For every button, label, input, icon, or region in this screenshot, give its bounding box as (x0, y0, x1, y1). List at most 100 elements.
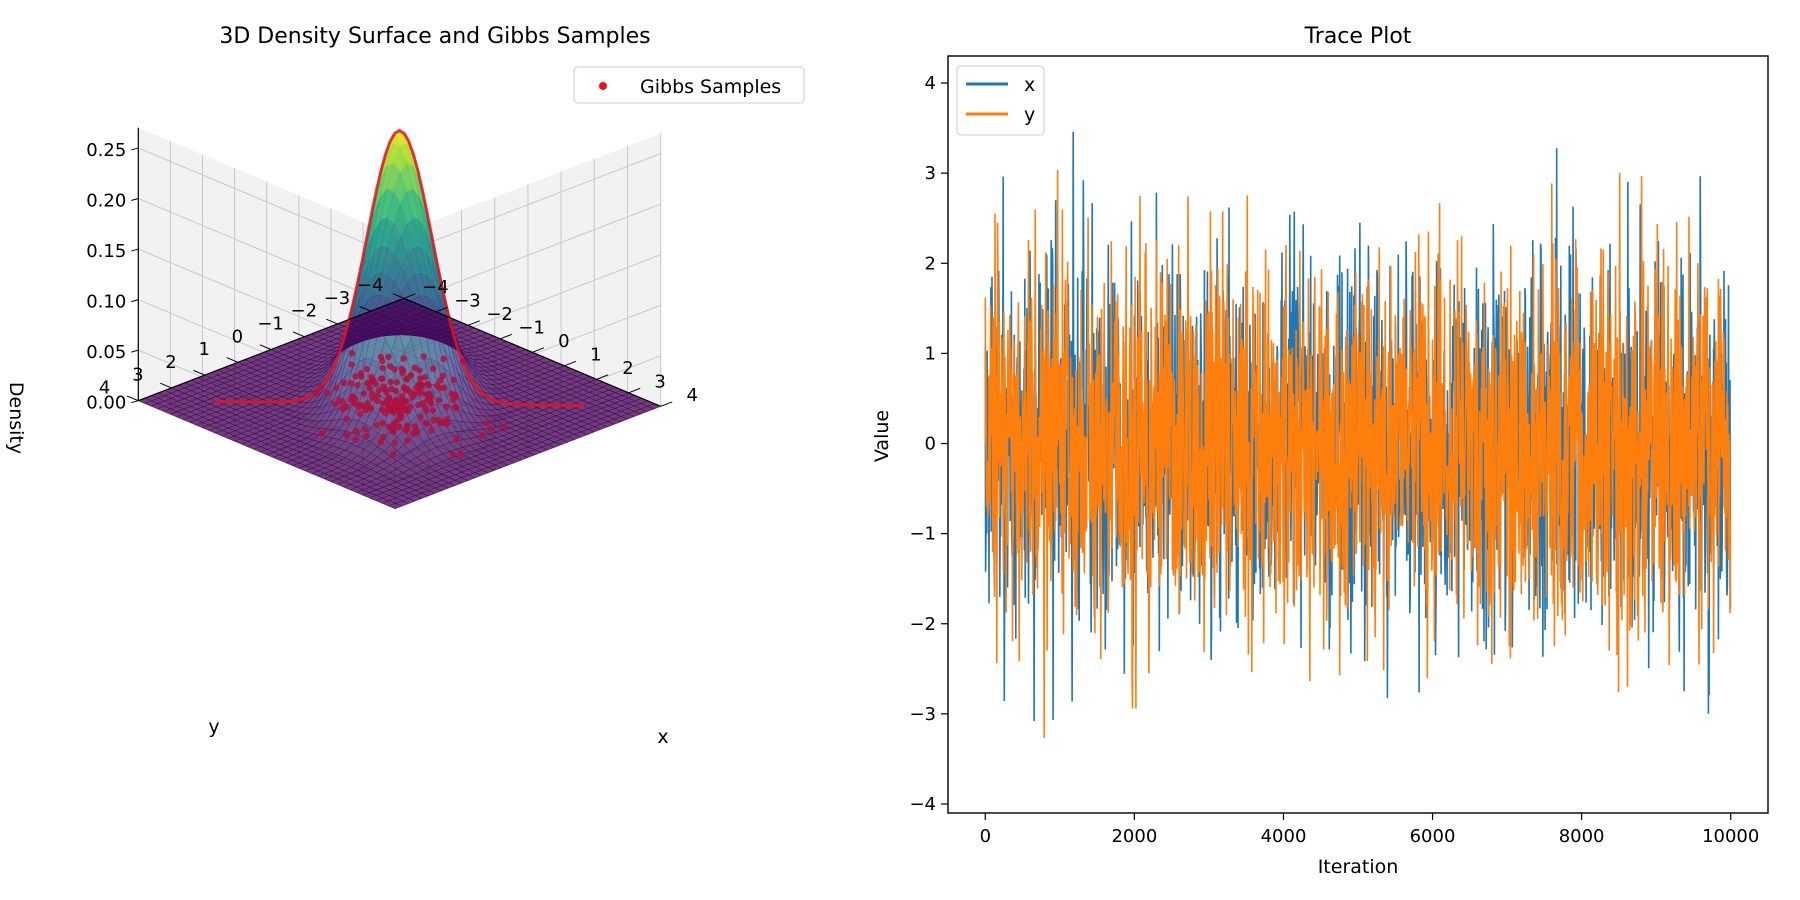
surface-y-tick (126, 395, 139, 402)
gibbs-sample-point (487, 426, 495, 433)
surface-legend-label: Gibbs Samples (640, 76, 781, 98)
trace-y-tick-label: 2 (925, 253, 936, 274)
gibbs-sample-point (366, 384, 373, 392)
gibbs-sample-point (382, 410, 389, 417)
gibbs-sample-point (409, 394, 416, 401)
gibbs-sample-point (450, 376, 457, 384)
gibbs-sample-point (368, 405, 375, 412)
gibbs-sample-point (317, 383, 324, 390)
gibbs-sample-point (501, 423, 508, 430)
trace-plot-title: Trace Plot (1304, 24, 1412, 49)
gibbs-sample-point (336, 397, 343, 404)
surface-y-tick-label: 2 (165, 352, 176, 373)
surface-z-axis-label: Density (5, 382, 27, 454)
gibbs-sample-point (423, 407, 430, 414)
gibbs-sample-point (379, 400, 387, 407)
surface-x-tick-label: 4 (686, 385, 697, 406)
trace-legend-y-label: y (1024, 104, 1035, 126)
gibbs-sample-point (358, 373, 365, 380)
surface-x-tick-label: −2 (486, 304, 513, 325)
gibbs-sample-point (410, 430, 417, 437)
surface-y-tick (160, 382, 172, 389)
gibbs-sample-point (416, 367, 423, 374)
surface-y-tick-label: 1 (198, 339, 209, 360)
surface-x-tick (435, 306, 448, 313)
gibbs-sample-point (391, 439, 398, 446)
gibbs-sample-point (428, 427, 435, 434)
gibbs-sample-point (403, 421, 411, 429)
surface-y-tick (392, 293, 405, 299)
surface-y-tick (292, 331, 305, 338)
trace-x-tick-label: 2000 (1111, 826, 1157, 847)
gibbs-sample-point (352, 436, 360, 443)
gibbs-sample-point (395, 423, 403, 431)
gibbs-sample-point (390, 425, 397, 432)
trace-y-tick-label: −2 (909, 614, 936, 635)
surface-x-tick (628, 387, 641, 394)
wall-grid-z-left-5 (138, 147, 396, 257)
trace-lines (984, 131, 1732, 738)
trace-y-tick-label: −4 (909, 794, 936, 815)
surface-x-tick (500, 333, 512, 340)
gibbs-sample-point (416, 382, 423, 389)
surface-x-axis-label: x (657, 726, 668, 748)
trace-legend-x-label: x (1024, 74, 1035, 96)
gibbs-sample-point (379, 433, 387, 441)
gibbs-samples (312, 349, 508, 458)
gibbs-sample-point (370, 377, 377, 384)
trace-x-tick-label: 8000 (1559, 826, 1605, 847)
wall-grid-z-left-4 (138, 197, 396, 308)
gibbs-sample-point (389, 450, 397, 458)
gibbs-sample-point (402, 406, 410, 414)
gibbs-sample-point (359, 402, 366, 409)
gibbs-sample-point (363, 432, 370, 440)
gibbs-sample-point (443, 416, 451, 423)
surface-chart-title: 3D Density Surface and Gibbs Samples (219, 24, 650, 49)
gibbs-sample-point (362, 406, 369, 414)
surface-x-tick (532, 347, 545, 353)
gibbs-sample-point (453, 435, 460, 442)
gibbs-sample-point (348, 349, 356, 357)
gibbs-sample-point (364, 400, 371, 407)
gibbs-sample-point (381, 386, 389, 393)
gibbs-sample-point (349, 394, 357, 402)
surface-y-tick-label: 4 (99, 378, 110, 399)
trace-x-tick-label: 6000 (1410, 826, 1456, 847)
gibbs-sample-point (392, 387, 399, 395)
gibbs-sample-point (362, 426, 369, 433)
trace-x-axis-label: Iteration (1318, 856, 1399, 878)
surface-x-tick (467, 320, 480, 326)
trace-plot-frame (947, 55, 1769, 814)
gibbs-sample-point (435, 416, 442, 423)
gibbs-sample-point (351, 400, 358, 407)
surface-x-tick-label: 0 (558, 331, 569, 352)
gibbs-sample-point (479, 431, 486, 439)
gibbs-sample-point (450, 451, 457, 458)
gibbs-sample-point (440, 355, 447, 362)
gibbs-sample-point (407, 388, 414, 395)
gibbs-sample-point (393, 379, 400, 386)
trace-ticks: 0 2000 4000 6000 8000 10000 −4 −3 −2 −1 0 1 2 3 4 (909, 73, 1759, 847)
surface-z-tick (131, 299, 139, 303)
gibbs-sample-point (418, 390, 425, 397)
gibbs-sample-point (385, 423, 392, 431)
surface-legend: Gibbs Samples (573, 66, 805, 104)
surface-z-tick (131, 349, 139, 353)
wall-grid-z-right-5 (394, 153, 661, 257)
surface-x-tick-label: −3 (454, 291, 481, 312)
surface-z-tick-label: 0.05 (86, 342, 126, 363)
surface-y-tick (359, 305, 371, 312)
gibbs-sample-point (339, 405, 347, 413)
surface-x-tick-label: −1 (518, 318, 545, 339)
gibbs-sample-point (457, 450, 464, 457)
gibbs-sample-point (483, 419, 491, 426)
trace-y-tick-label: −1 (909, 524, 936, 545)
surface-x-tick (660, 401, 673, 407)
gibbs-sample-point (424, 380, 431, 388)
gibbs-sample-point (387, 363, 394, 370)
surface-y-tick (193, 369, 205, 376)
trace-y-tick-label: 3 (925, 163, 936, 184)
surface-x-tick (596, 374, 609, 380)
gibbs-sample-point (343, 415, 350, 422)
density-surface-chart: 3D Density Surface and Gibbs Samples −4−… (5, 24, 805, 748)
